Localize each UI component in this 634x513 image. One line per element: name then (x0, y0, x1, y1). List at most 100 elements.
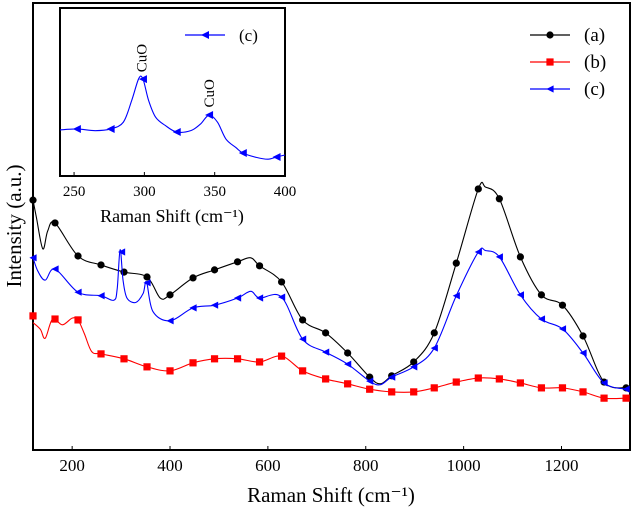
data-point-marker (205, 111, 214, 120)
main-x-axis-label: Raman Shift (cm⁻¹) (247, 483, 415, 507)
data-point-marker (117, 248, 126, 256)
data-point-marker (210, 355, 219, 363)
data-point-marker (474, 185, 482, 193)
data-point-marker (277, 352, 286, 360)
inset-plot: 250 300 350 400 CuO CuO Raman Shift (cm⁻¹) (… (59, 7, 296, 227)
data-point-marker (344, 380, 352, 388)
data-point-marker (430, 344, 438, 352)
data-point-marker (189, 274, 197, 282)
data-point-marker (322, 329, 330, 337)
data-point-marker (516, 379, 524, 387)
inset-series-group (59, 75, 286, 162)
x-tick-label: 800 (353, 456, 379, 475)
data-point-marker (344, 349, 352, 357)
data-point-marker (299, 335, 307, 343)
data-point-marker (272, 153, 281, 162)
data-point-marker (172, 127, 181, 136)
data-point-marker (430, 384, 438, 392)
data-point-marker (233, 294, 242, 302)
data-point-marker (29, 254, 37, 262)
data-point-marker (366, 377, 374, 385)
series-b (29, 312, 630, 402)
data-point-marker (166, 367, 174, 375)
main-x-ticks: 200 400 600 800 1000 1200 (59, 446, 578, 475)
data-point-marker (189, 304, 197, 312)
data-point-marker (579, 388, 587, 396)
legend-marker (201, 31, 209, 39)
legend-entry-c: (c) (530, 79, 605, 100)
data-point-marker (410, 388, 418, 396)
data-point-marker (622, 394, 630, 402)
data-point-marker (106, 124, 115, 133)
inset-plot-frame (59, 7, 286, 177)
x-tick-label: 400 (274, 184, 297, 200)
x-tick-label: 300 (133, 184, 156, 200)
main-legend: (a) (b) (c) (530, 25, 606, 100)
data-point-marker (495, 195, 503, 203)
peak-annotation: CuO (202, 79, 218, 108)
legend-entry-b: (b) (530, 52, 606, 73)
data-point-marker (430, 329, 438, 337)
inset-annotations: CuO CuO (135, 44, 219, 108)
inset-x-ticks: 250 300 350 400 (63, 172, 296, 200)
data-point-marker (29, 196, 37, 204)
x-tick-label: 600 (255, 456, 281, 475)
data-point-marker (600, 394, 608, 402)
data-point-marker (277, 278, 286, 286)
inset-legend: (c) (185, 26, 258, 45)
data-point-marker (600, 379, 608, 387)
data-point-marker (255, 294, 264, 302)
data-point-marker (72, 124, 81, 133)
data-point-marker (74, 252, 82, 260)
data-point-marker (166, 317, 174, 325)
data-point-marker (97, 292, 105, 300)
x-tick-label: 200 (59, 456, 85, 475)
data-point-marker (233, 355, 242, 363)
series-line (32, 247, 627, 390)
x-tick-label: 1000 (447, 456, 481, 475)
data-point-marker (579, 349, 587, 357)
data-point-marker (579, 332, 587, 340)
data-point-marker (537, 315, 546, 323)
data-point-marker (322, 375, 330, 383)
data-point-marker (255, 358, 264, 366)
data-point-marker (143, 279, 151, 287)
data-point-marker (558, 325, 567, 333)
data-point-marker (143, 363, 151, 371)
data-point-marker (388, 388, 396, 396)
data-point-marker (74, 316, 82, 324)
data-point-marker (238, 148, 247, 157)
data-point-marker (537, 291, 546, 299)
data-point-marker (29, 312, 37, 320)
legend-marker (546, 85, 554, 93)
legend-entry-c: (c) (185, 26, 258, 45)
data-point-marker (452, 378, 460, 386)
data-point-marker (366, 385, 374, 393)
data-point-marker (410, 363, 418, 371)
main-y-axis-label: Intensity (a.u.) (2, 164, 26, 287)
peak-annotation: CuO (135, 44, 151, 73)
data-point-marker (388, 373, 396, 381)
data-point-marker (452, 259, 460, 267)
data-point-marker (452, 292, 460, 300)
data-point-marker (138, 75, 147, 84)
data-point-marker (622, 385, 630, 393)
data-point-marker (210, 301, 219, 309)
data-point-marker (51, 219, 59, 227)
x-tick-label: 1200 (544, 456, 578, 475)
data-point-marker (516, 291, 524, 299)
data-point-marker (537, 384, 546, 392)
x-tick-label: 350 (203, 184, 226, 200)
data-point-marker (299, 367, 307, 375)
data-point-marker (51, 265, 59, 273)
data-point-marker (97, 261, 105, 269)
main-series-group (29, 181, 630, 402)
data-point-marker (558, 301, 567, 309)
data-point-marker (344, 360, 352, 368)
data-point-marker (277, 293, 286, 301)
legend-marker (546, 31, 554, 39)
data-point-marker (233, 258, 242, 266)
data-point-marker (255, 262, 264, 270)
data-point-marker (495, 375, 503, 383)
